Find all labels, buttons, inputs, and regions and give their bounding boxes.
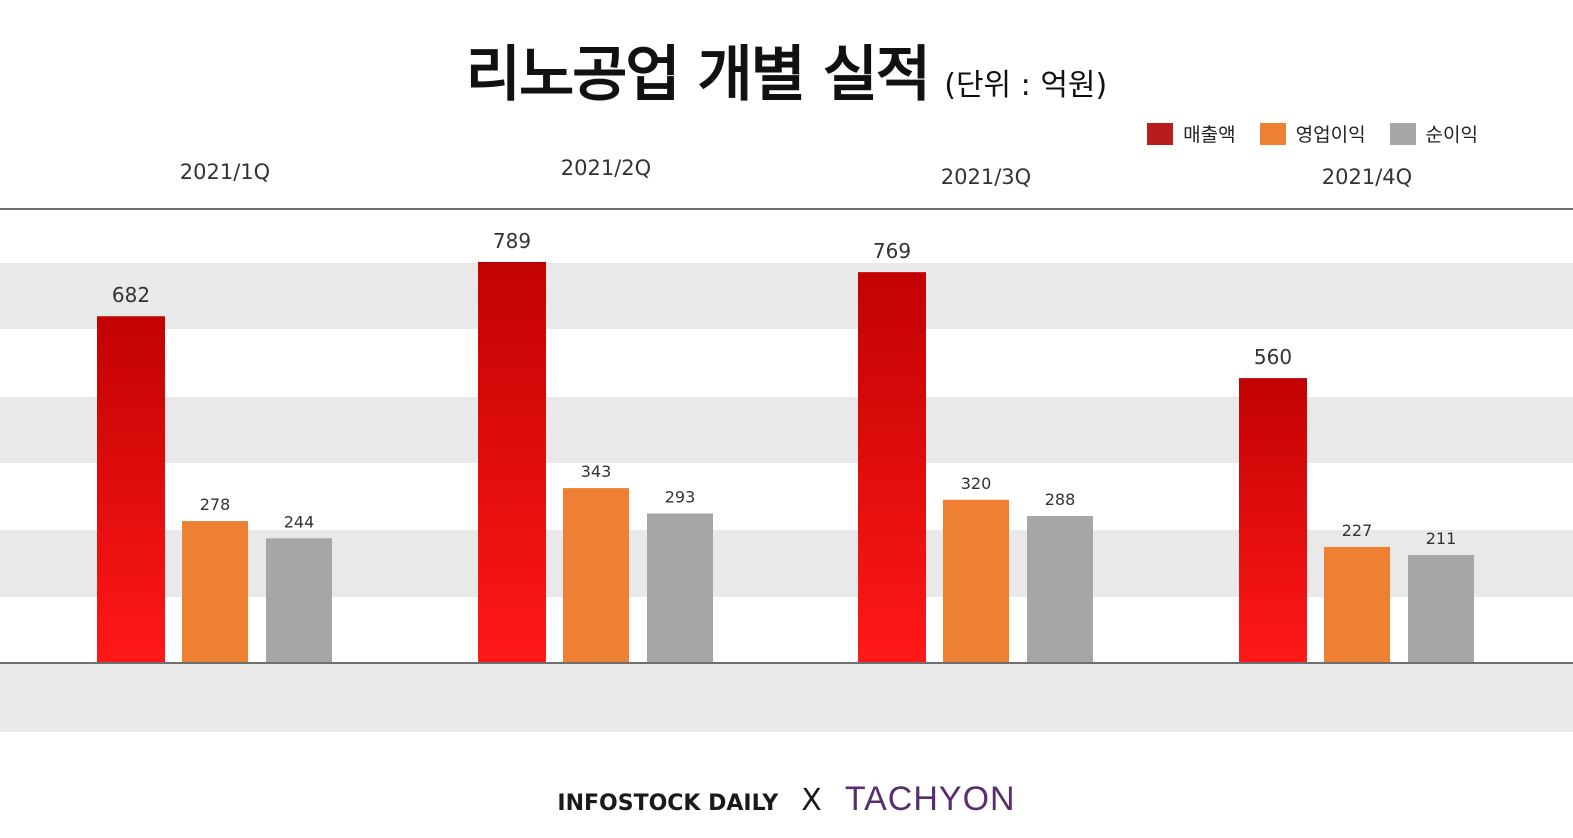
data-label: 278	[200, 495, 231, 514]
data-label: 682	[112, 283, 150, 307]
category-label: 2021/4Q	[1322, 165, 1412, 189]
category-label: 2021/3Q	[941, 165, 1031, 189]
bar-sales	[1239, 378, 1307, 662]
category-label: 2021/1Q	[180, 160, 270, 184]
legend-swatch	[1147, 122, 1174, 145]
unit-label: (단위 : 억원)	[944, 68, 1108, 103]
bar-operating-profit	[1324, 546, 1390, 662]
data-label: 789	[493, 229, 531, 253]
chart-title: 리노공업 개별 실적 (단위 : 억원)	[0, 26, 1573, 113]
data-label: 244	[284, 512, 315, 531]
data-label: 560	[1254, 345, 1292, 369]
background-band	[0, 664, 1573, 732]
legend-swatch	[1389, 122, 1416, 145]
bar-sales	[97, 316, 165, 662]
bar-sales	[858, 272, 926, 662]
infostock-logo: INFOSTOCK DAILY	[557, 791, 779, 816]
bar-sales	[478, 262, 546, 662]
background-band	[0, 530, 1573, 597]
data-label: 288	[1045, 490, 1076, 509]
data-label: 293	[665, 487, 696, 506]
data-label: 320	[961, 474, 992, 493]
legend-item-operating-profit: 영업이익	[1259, 120, 1366, 147]
background-band	[0, 263, 1573, 329]
data-label: 227	[1342, 521, 1373, 540]
legend-label: 매출액	[1183, 124, 1236, 146]
bar-operating-profit	[943, 499, 1009, 662]
bar-net-profit	[1027, 515, 1093, 662]
data-label: 769	[873, 239, 911, 263]
bar-net-profit	[647, 513, 713, 662]
title-text: 리노공업 개별 실적	[465, 40, 931, 110]
legend-swatch	[1259, 122, 1286, 145]
data-label: 343	[581, 462, 612, 481]
bar-operating-profit	[182, 521, 248, 662]
legend-label: 순이익	[1425, 124, 1478, 146]
tachyon-logo: TACHYON	[844, 780, 1016, 818]
footer-brands: INFOSTOCK DAILY X TACHYON	[0, 780, 1573, 819]
category-label: 2021/2Q	[561, 156, 651, 180]
bar-net-profit	[266, 538, 332, 662]
legend-label: 영업이익	[1295, 124, 1366, 146]
bar-operating-profit	[563, 488, 629, 662]
legend-item-net-profit: 순이익	[1389, 120, 1478, 147]
legend: 매출액 영업이익 순이익	[1137, 120, 1478, 147]
separator: X	[801, 783, 822, 818]
data-label: 211	[1426, 529, 1457, 548]
bar-net-profit	[1408, 555, 1474, 662]
legend-item-sales: 매출액	[1147, 120, 1236, 147]
bar-group: 682 278 244 2021/1Q 789 343 293 2021/2Q 769 320 28…	[97, 156, 1474, 662]
background-band	[0, 397, 1573, 463]
